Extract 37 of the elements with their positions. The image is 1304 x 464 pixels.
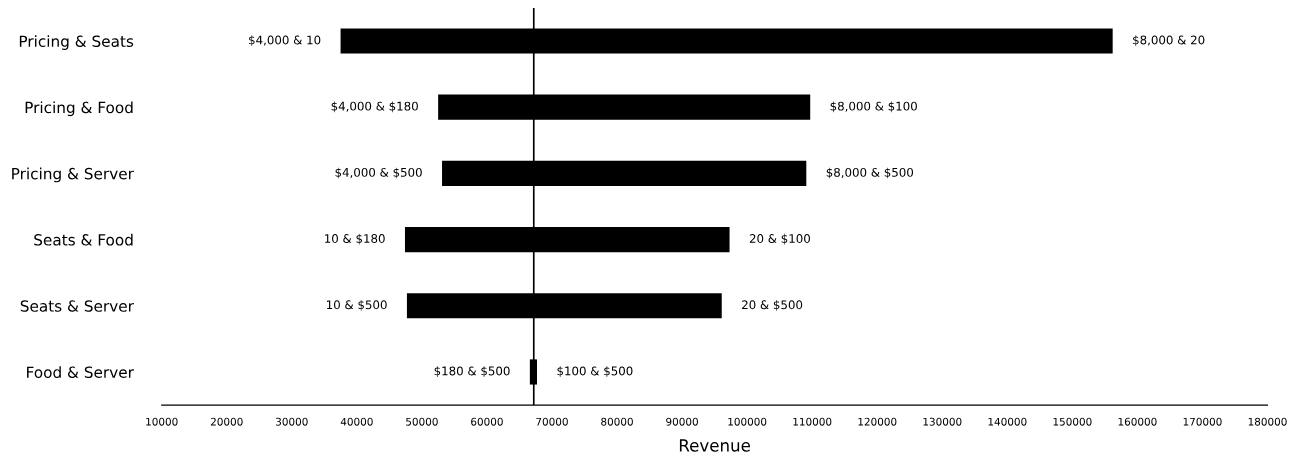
y-tick-label: Pricing & Seats — [19, 35, 134, 50]
x-tick-label: 90000 — [666, 417, 698, 426]
annotation: $8,000 & $100 — [830, 101, 917, 113]
x-tick-label: 50000 — [406, 417, 438, 426]
y-tick-label: Pricing & Food — [25, 101, 133, 117]
x-axis-title: Revenue — [679, 439, 750, 452]
x-tick-label: 170000 — [1183, 417, 1222, 426]
x-tick-label: 30000 — [276, 417, 308, 426]
annotation: 20 & $500 — [742, 300, 803, 311]
annotation: $8,000 & $500 — [826, 167, 914, 179]
annotation: $4,000 & 10 — [249, 35, 321, 46]
y-tick-label: Food & Server — [27, 366, 134, 378]
annotation: 10 & $500 — [327, 300, 387, 311]
x-tick-label: 160000 — [1118, 417, 1157, 426]
annotation: 10 & $180 — [325, 233, 385, 245]
x-tick-label: 40000 — [340, 417, 373, 426]
x-tick-label: 80000 — [601, 417, 633, 426]
y-tick-label: Seats & Server — [20, 300, 134, 312]
x-tick-label: 20000 — [210, 417, 243, 426]
x-tick-label: 180000 — [1248, 417, 1287, 426]
annotation: $8,000 & 20 — [1133, 35, 1205, 46]
x-tick-label: 130000 — [923, 417, 962, 426]
x-tick-label: 70000 — [536, 417, 568, 426]
x-tick-label: 120000 — [858, 417, 897, 426]
annotation: 20 & $100 — [749, 233, 810, 245]
annotation: $4,000 & $500 — [335, 167, 422, 179]
y-tick-label: Pricing & Server — [12, 167, 134, 183]
x-tick-label: 10000 — [146, 417, 178, 426]
annotation: $4,000 & $180 — [331, 101, 418, 113]
x-tick-label: 150000 — [1053, 417, 1092, 426]
annotation: $100 & $500 — [557, 366, 633, 377]
x-tick-label: 100000 — [728, 417, 767, 426]
y-tick-label: Seats & Food — [34, 233, 133, 246]
x-tick-label: 140000 — [988, 417, 1027, 426]
x-tick-label: 60000 — [471, 417, 503, 426]
annotation: $180 & $500 — [434, 366, 510, 377]
x-tick-label: 110000 — [793, 417, 832, 426]
